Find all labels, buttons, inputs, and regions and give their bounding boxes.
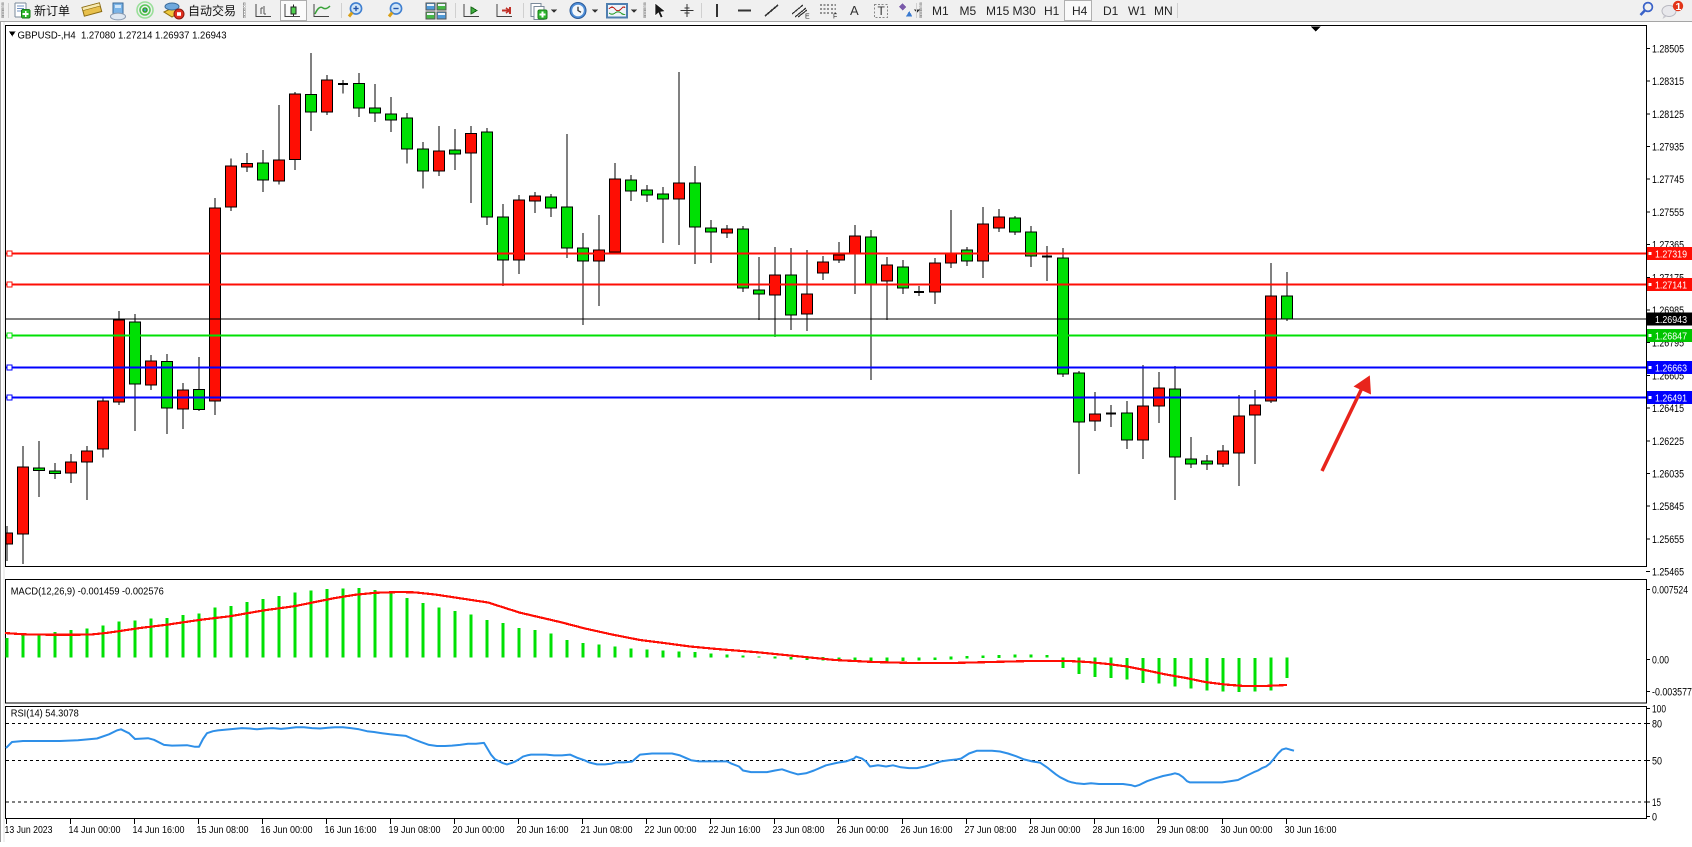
svg-text:0: 0 — [1652, 812, 1657, 824]
svg-text:GBPUSD-,H4 1.27080 1.27214 1.: GBPUSD-,H4 1.27080 1.27214 1.26937 1.269… — [18, 30, 227, 42]
svg-text:1.26415: 1.26415 — [1652, 403, 1684, 415]
svg-text:15: 15 — [1652, 797, 1661, 809]
svg-text:1.26663: 1.26663 — [1655, 363, 1687, 375]
svg-text:16 Jun 16:00: 16 Jun 16:00 — [325, 824, 377, 836]
svg-text:1.27555: 1.27555 — [1652, 207, 1684, 219]
svg-text:M5: M5 — [960, 4, 977, 18]
svg-text:80: 80 — [1652, 719, 1662, 731]
svg-text:1.26847: 1.26847 — [1655, 331, 1687, 343]
svg-text:1.26225: 1.26225 — [1652, 436, 1684, 448]
svg-text:1.27935: 1.27935 — [1652, 142, 1684, 154]
svg-text:-0.003577: -0.003577 — [1652, 687, 1692, 699]
svg-text:1: 1 — [1676, 1, 1682, 13]
svg-text:E: E — [805, 14, 810, 21]
svg-text:1.28505: 1.28505 — [1652, 44, 1684, 56]
svg-text:H1: H1 — [1044, 4, 1060, 18]
svg-text:1.25655: 1.25655 — [1652, 534, 1684, 546]
svg-text:14 Jun 00:00: 14 Jun 00:00 — [69, 824, 121, 836]
svg-text:T: T — [878, 4, 886, 18]
svg-text:22 Jun 00:00: 22 Jun 00:00 — [645, 824, 697, 836]
svg-text:19 Jun 08:00: 19 Jun 08:00 — [389, 824, 441, 836]
svg-text:28 Jun 16:00: 28 Jun 16:00 — [1093, 824, 1145, 836]
svg-text:M1: M1 — [932, 4, 949, 18]
svg-text:1.25465: 1.25465 — [1652, 567, 1684, 579]
svg-text:0.007524: 0.007524 — [1652, 585, 1688, 597]
svg-text:20 Jun 16:00: 20 Jun 16:00 — [517, 824, 569, 836]
svg-text:1.26035: 1.26035 — [1652, 468, 1684, 480]
svg-text:RSI(14) 54.3078: RSI(14) 54.3078 — [11, 708, 79, 720]
svg-text:M15: M15 — [986, 4, 1010, 18]
svg-text:14 Jun 16:00: 14 Jun 16:00 — [133, 824, 185, 836]
svg-text:MN: MN — [1154, 4, 1173, 18]
svg-text:50: 50 — [1652, 756, 1662, 768]
svg-text:1.27319: 1.27319 — [1655, 249, 1687, 261]
svg-text:100: 100 — [1652, 704, 1666, 716]
svg-text:1.27141: 1.27141 — [1655, 280, 1687, 292]
svg-text:D1: D1 — [1103, 4, 1119, 18]
svg-text:W1: W1 — [1128, 4, 1146, 18]
svg-text:30 Jun 00:00: 30 Jun 00:00 — [1221, 824, 1273, 836]
svg-text:1.25845: 1.25845 — [1652, 501, 1684, 513]
svg-text:21 Jun 08:00: 21 Jun 08:00 — [581, 824, 633, 836]
svg-text:13 Jun 2023: 13 Jun 2023 — [5, 824, 53, 836]
svg-text:新订单: 新订单 — [34, 3, 70, 18]
svg-text:1.26943: 1.26943 — [1655, 314, 1687, 326]
svg-text:16 Jun 00:00: 16 Jun 00:00 — [261, 824, 313, 836]
svg-text:H4: H4 — [1072, 4, 1088, 18]
svg-text:28 Jun 00:00: 28 Jun 00:00 — [1029, 824, 1081, 836]
svg-text:M30: M30 — [1013, 4, 1037, 18]
svg-text:23 Jun 08:00: 23 Jun 08:00 — [773, 824, 825, 836]
svg-text:30 Jun 16:00: 30 Jun 16:00 — [1285, 824, 1337, 836]
svg-text:26 Jun 16:00: 26 Jun 16:00 — [901, 824, 953, 836]
svg-text:1.28125: 1.28125 — [1652, 109, 1684, 121]
svg-text:1.26491: 1.26491 — [1655, 393, 1687, 405]
svg-text:A: A — [850, 3, 859, 18]
svg-text:0.00: 0.00 — [1652, 655, 1669, 667]
svg-text:22 Jun 16:00: 22 Jun 16:00 — [709, 824, 761, 836]
svg-text:26 Jun 00:00: 26 Jun 00:00 — [837, 824, 889, 836]
svg-text:27 Jun 08:00: 27 Jun 08:00 — [965, 824, 1017, 836]
svg-text:自动交易: 自动交易 — [188, 3, 236, 18]
svg-text:29 Jun 08:00: 29 Jun 08:00 — [1157, 824, 1209, 836]
svg-text:1.28315: 1.28315 — [1652, 76, 1684, 88]
svg-text:15 Jun 08:00: 15 Jun 08:00 — [197, 824, 249, 836]
svg-text:1.27745: 1.27745 — [1652, 174, 1684, 186]
svg-text:F: F — [833, 14, 837, 21]
svg-text:MACD(12,26,9) -0.001459 -0.002: MACD(12,26,9) -0.001459 -0.002576 — [11, 586, 164, 598]
svg-text:20 Jun 00:00: 20 Jun 00:00 — [453, 824, 505, 836]
